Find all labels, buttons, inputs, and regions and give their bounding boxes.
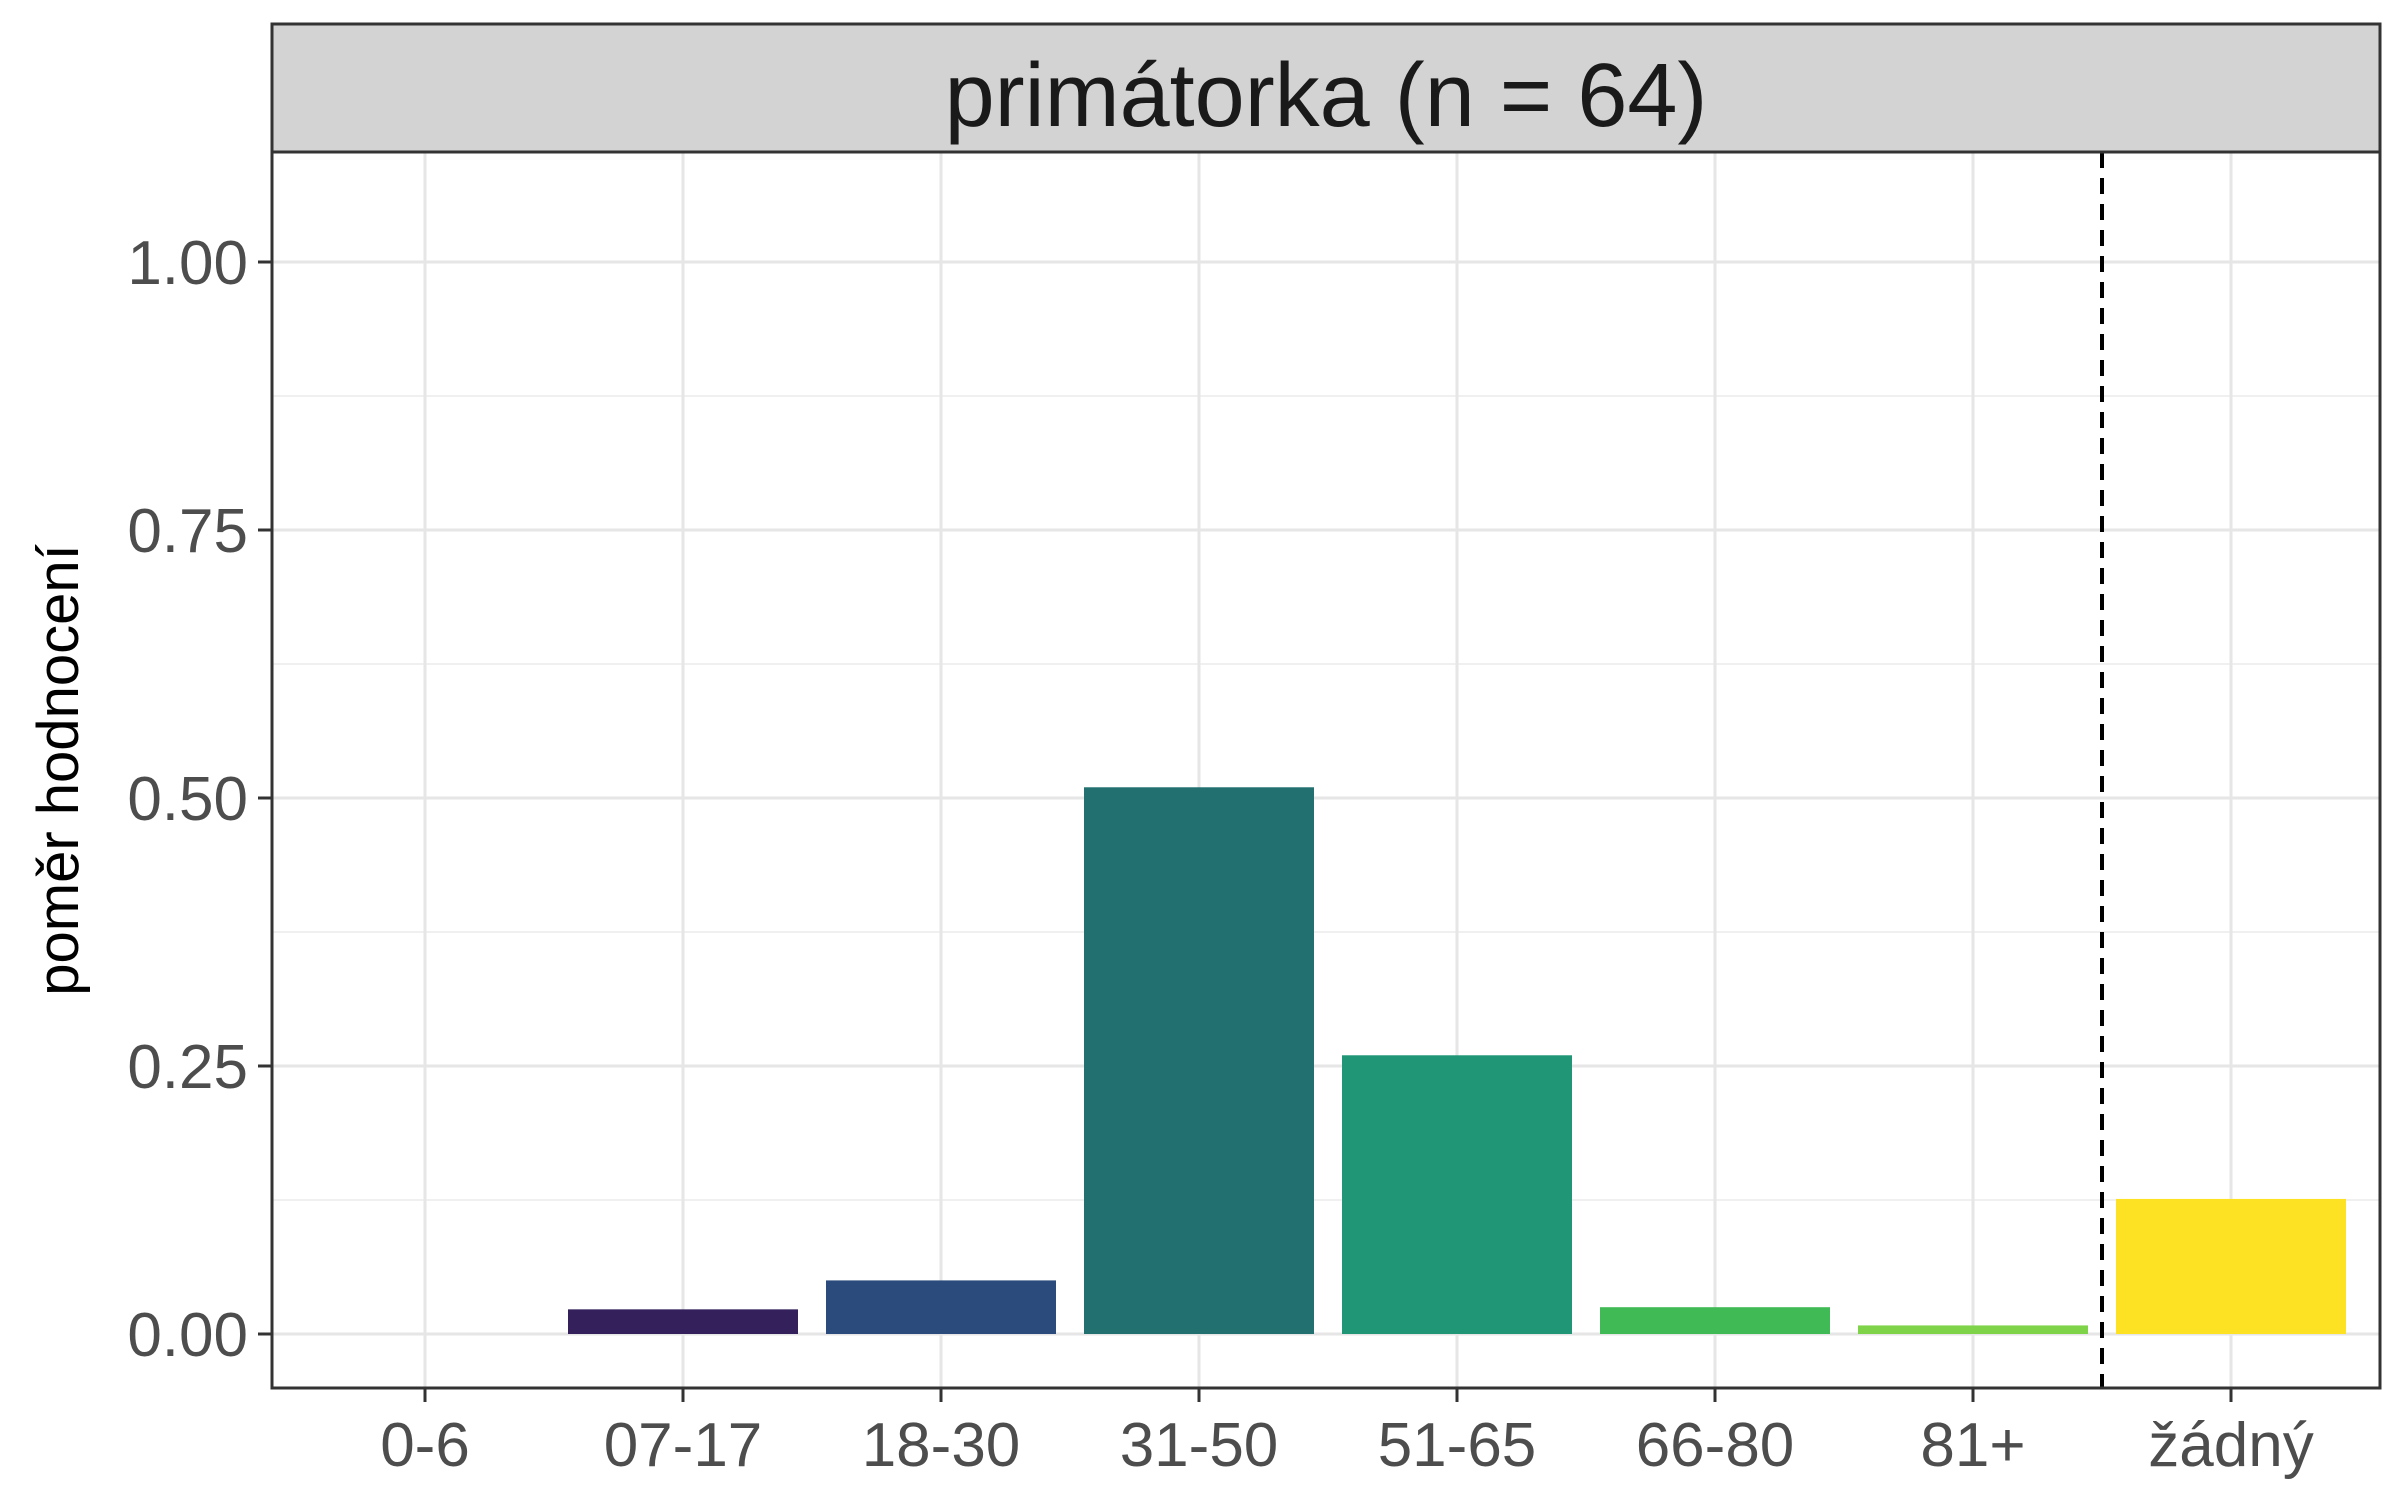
grid-layer xyxy=(272,152,2380,1388)
plot-panel xyxy=(272,152,2380,1388)
x-tick-label: 31-50 xyxy=(1120,1411,1279,1480)
bar-31-50 xyxy=(1084,787,1314,1334)
bar-18-30 xyxy=(826,1280,1056,1334)
bar-81+ xyxy=(1858,1325,2088,1334)
facet-strip xyxy=(270,22,2382,154)
y-axis-title: poměr hodnocení xyxy=(26,544,91,995)
x-tick-label: 81+ xyxy=(1920,1411,2025,1480)
panel-border xyxy=(270,150,2382,1390)
y-tick-label: 0.00 xyxy=(127,1301,248,1370)
bar-žádný xyxy=(2116,1198,2346,1334)
y-axis: 0.00 0.25 0.50 0.75 1.00 xyxy=(127,229,272,1370)
facet-strip-title: primátorka (n = 64) xyxy=(945,46,1708,146)
x-tick-label: 18-30 xyxy=(862,1411,1021,1480)
y-tick-label: 0.75 xyxy=(127,497,248,566)
bars-layer xyxy=(568,787,2346,1334)
x-tick-label: žádný xyxy=(2148,1411,2313,1480)
bar-07-17 xyxy=(568,1309,798,1334)
x-tick-label: 51-65 xyxy=(1378,1411,1537,1480)
y-tick-label: 0.25 xyxy=(127,1033,248,1102)
x-tick-label: 07-17 xyxy=(604,1411,763,1480)
y-tick-label: 0.50 xyxy=(127,765,248,834)
x-axis: 0-6 07-17 18-30 31-50 51-65 66-80 81+ žádný xyxy=(380,1388,2314,1480)
bar-66-80 xyxy=(1600,1307,1830,1334)
bar-51-65 xyxy=(1342,1055,1572,1334)
x-tick-label: 66-80 xyxy=(1636,1411,1795,1480)
y-tick-label: 1.00 xyxy=(127,229,248,298)
x-tick-label: 0-6 xyxy=(380,1411,470,1480)
